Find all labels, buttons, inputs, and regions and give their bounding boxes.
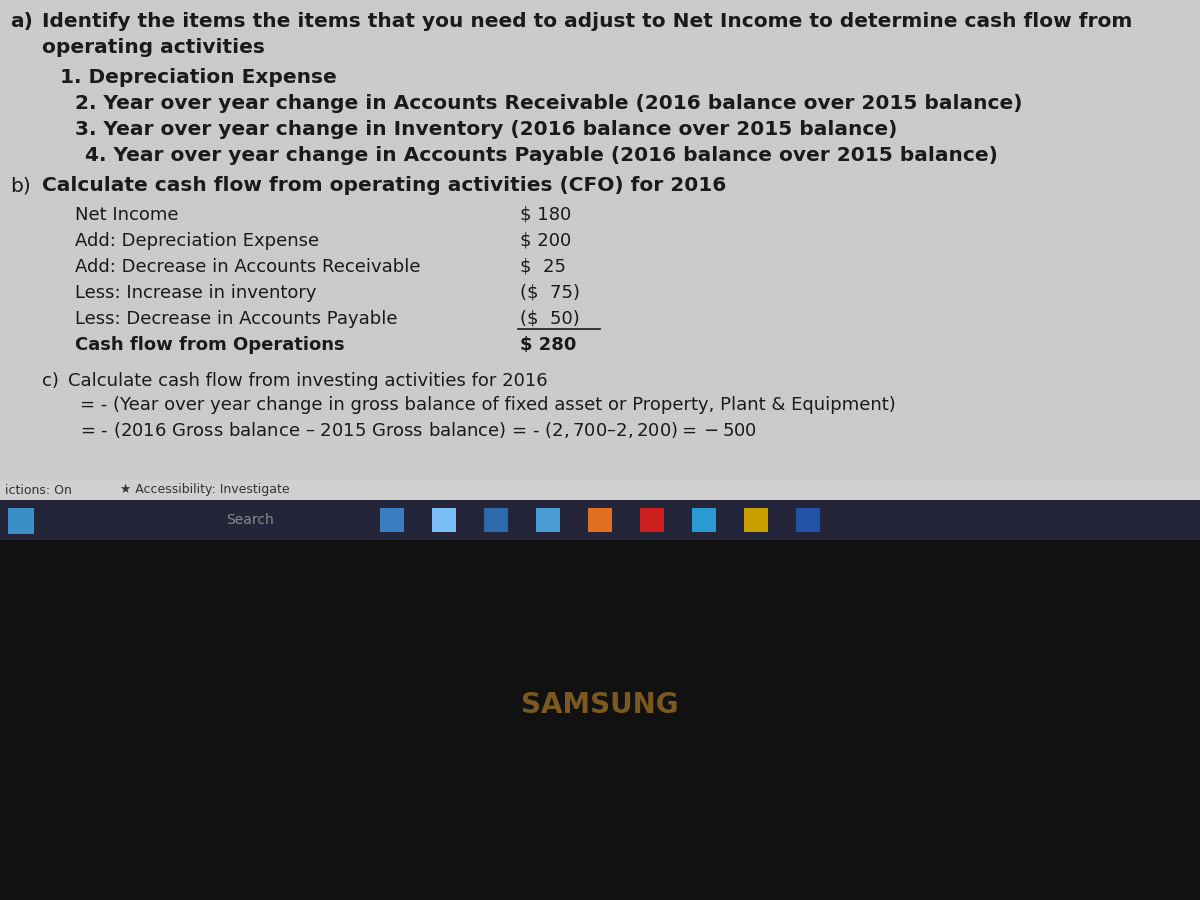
Text: ($  75): ($ 75) (520, 284, 580, 302)
Bar (8, 508, 34, 534)
Text: Add: Decrease in Accounts Receivable: Add: Decrease in Accounts Receivable (74, 258, 420, 276)
Text: = - (2016 Gross balance – 2015 Gross balance) = - $(2,700 – 2,200) = -$500: = - (2016 Gross balance – 2015 Gross bal… (80, 420, 757, 440)
Text: Add: Depreciation Expense: Add: Depreciation Expense (74, 232, 319, 250)
Text: $ 200: $ 200 (520, 232, 571, 250)
Bar (0, 0, 1200, 480)
Text: 3. Year over year change in Inventory (2016 balance over 2015 balance): 3. Year over year change in Inventory (2… (74, 120, 898, 139)
Text: Less: Decrease in Accounts Payable: Less: Decrease in Accounts Payable (74, 310, 397, 328)
Bar (744, 508, 768, 532)
Bar (536, 508, 560, 532)
Bar (588, 508, 612, 532)
Bar (0, 480, 1200, 500)
Text: Search: Search (226, 513, 274, 527)
Text: ($  50): ($ 50) (520, 310, 580, 328)
Bar (0, 540, 1200, 900)
Text: ictions: On: ictions: On (5, 483, 72, 497)
Bar (796, 508, 820, 532)
Text: = - (Year over year change in gross balance of fixed asset or Property, Plant & : = - (Year over year change in gross bala… (80, 396, 895, 414)
Bar (640, 508, 664, 532)
Text: b): b) (10, 176, 31, 195)
Text: a): a) (10, 12, 32, 31)
Text: c): c) (42, 372, 59, 390)
Text: $  25: $ 25 (520, 258, 566, 276)
Text: $ 280: $ 280 (520, 336, 576, 354)
Bar (484, 508, 508, 532)
Text: 4. Year over year change in Accounts Payable (2016 balance over 2015 balance): 4. Year over year change in Accounts Pay… (85, 146, 998, 165)
Bar (0, 0, 1200, 498)
Text: 2. Year over year change in Accounts Receivable (2016 balance over 2015 balance): 2. Year over year change in Accounts Rec… (74, 94, 1022, 113)
Text: Net Income: Net Income (74, 206, 179, 224)
Text: operating activities: operating activities (42, 38, 265, 57)
Bar (432, 508, 456, 532)
Text: Calculate cash flow from operating activities (CFO) for 2016: Calculate cash flow from operating activ… (42, 176, 726, 195)
Bar (692, 508, 716, 532)
Bar (0, 0, 1200, 540)
Text: Cash flow from Operations: Cash flow from Operations (74, 336, 344, 354)
Text: 1. Depreciation Expense: 1. Depreciation Expense (60, 68, 337, 87)
Bar (380, 508, 404, 532)
Bar (0, 500, 1200, 540)
Text: Calculate cash flow from investing activities for 2016: Calculate cash flow from investing activ… (68, 372, 547, 390)
Text: ★ Accessibility: Investigate: ★ Accessibility: Investigate (120, 483, 289, 497)
Text: Less: Increase in inventory: Less: Increase in inventory (74, 284, 317, 302)
Text: Identify the items the items that you need to adjust to Net Income to determine : Identify the items the items that you ne… (42, 12, 1133, 31)
Text: SAMSUNG: SAMSUNG (521, 691, 679, 719)
Text: $ 180: $ 180 (520, 206, 571, 224)
